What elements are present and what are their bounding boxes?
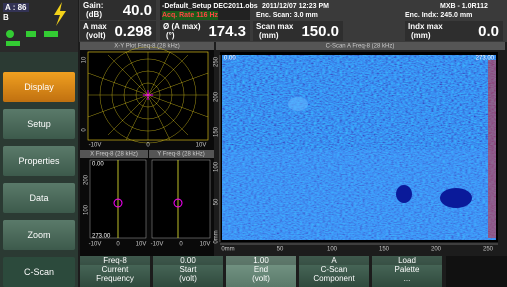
- tick-label: 100: [327, 247, 338, 253]
- button-label: ...: [372, 274, 442, 283]
- cscan-value: 0.00: [224, 56, 236, 62]
- cscan-feature: [288, 97, 308, 111]
- panel-title: C-Scan A Freq-8 (28 kHz): [326, 44, 395, 50]
- button-value: Load: [372, 256, 442, 265]
- tick-label: 0mm: [221, 247, 234, 253]
- y-plot: [152, 160, 210, 238]
- tick-label: 250: [214, 56, 220, 67]
- tick-label: 150: [214, 126, 220, 137]
- tick-label: 100: [214, 161, 220, 172]
- reading-value: 174.3: [160, 23, 246, 40]
- button-label: Palette: [372, 265, 442, 274]
- button-value: Freq-8: [80, 256, 150, 265]
- button-label: Start: [153, 265, 223, 274]
- tick-label: 50: [277, 247, 284, 253]
- button-value: A: [299, 256, 369, 265]
- tick-label: 200: [84, 174, 90, 185]
- menu-button[interactable]: Display: [3, 72, 75, 102]
- gate-value: 0.00: [92, 162, 104, 168]
- panel-title: Y Freq-8 (28 kHz): [157, 152, 205, 158]
- reading-value: 0.0: [405, 23, 499, 40]
- button-label: (volt): [153, 274, 223, 283]
- button-label: (volt): [226, 274, 296, 283]
- tick-label: 200: [214, 91, 220, 102]
- tick-label: 10V: [196, 143, 207, 149]
- button-label: C-Scan: [299, 265, 369, 274]
- panel-title: X Freq-8 (28 kHz): [90, 152, 138, 158]
- tick-label: 150: [379, 247, 390, 253]
- cscan-feature: [440, 188, 472, 208]
- screen: A : 86 B -Default_Setup DEC2011.obs Acq.…: [0, 0, 507, 287]
- tick-label: -10V: [151, 242, 164, 248]
- tick-label: 10: [82, 56, 88, 63]
- menu-button[interactable]: C-Scan: [3, 257, 75, 287]
- menu-button[interactable]: Properties: [3, 146, 75, 176]
- reading-value: 150.0: [253, 23, 339, 40]
- cscan-feature: [396, 185, 412, 203]
- panel-title: X-Y Plot Freq-8 (28 kHz): [114, 44, 180, 50]
- button-value: 1.00: [226, 256, 296, 265]
- reading-value: 40.0: [80, 2, 152, 19]
- gate-value: 273.00: [92, 234, 111, 240]
- tick-label: 50: [214, 198, 220, 205]
- menu-button[interactable]: Zoom: [3, 220, 75, 250]
- button-label: Frequency: [80, 274, 150, 283]
- tick-label: 0mm: [214, 230, 220, 243]
- tick-label: 10V: [200, 242, 211, 248]
- button-spacer: [446, 256, 507, 287]
- tick-label: -10V: [89, 143, 102, 149]
- reading-value: 0.298: [80, 23, 152, 40]
- button-label: Current: [80, 265, 150, 274]
- button-label: Component: [299, 274, 369, 283]
- cscan-edge: [488, 60, 496, 238]
- menu-button[interactable]: Data: [3, 183, 75, 213]
- tick-label: 10V: [136, 242, 147, 248]
- tick-label: -10V: [89, 242, 102, 248]
- tick-label: 200: [431, 247, 442, 253]
- cscan-value: 273.00: [476, 56, 495, 62]
- button-value: 0.00: [153, 256, 223, 265]
- menu-button[interactable]: Setup: [3, 109, 75, 139]
- tick-label: 100: [84, 204, 90, 215]
- button-label: End: [226, 265, 296, 274]
- tick-label: 250: [483, 247, 494, 253]
